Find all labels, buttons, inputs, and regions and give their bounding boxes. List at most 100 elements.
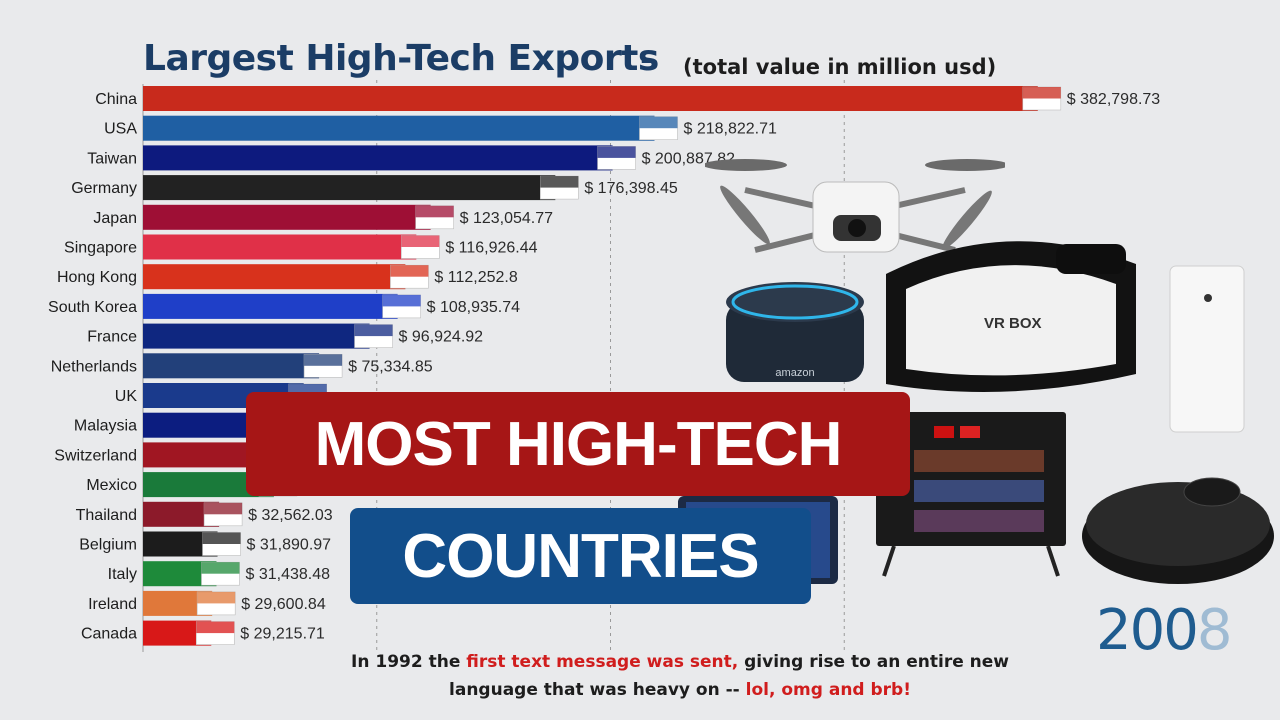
- value-label: $ 31,438.48: [245, 566, 330, 583]
- country-label: Malaysia: [74, 418, 137, 435]
- bar: [143, 86, 1038, 111]
- value-label: $ 112,252.8: [434, 269, 517, 286]
- vr-brand: VR BOX: [984, 315, 1042, 332]
- country-label: Hong Kong: [57, 269, 137, 286]
- bar: [143, 145, 613, 171]
- flag-icon: [390, 264, 429, 289]
- bar: [143, 175, 556, 201]
- country-label: Japan: [93, 210, 137, 227]
- country-label: Italy: [108, 566, 137, 583]
- country-label: Taiwan: [87, 150, 137, 167]
- flag-band: [201, 562, 240, 574]
- smart-tv-image: [876, 412, 1066, 577]
- country-label: Switzerland: [54, 447, 137, 464]
- speaker-brand: amazon: [775, 367, 814, 379]
- bar: [143, 115, 655, 141]
- flag-icon: [639, 116, 678, 140]
- flag-icon: [303, 353, 343, 378]
- bar: [143, 353, 320, 379]
- bar: [143, 323, 370, 349]
- flag-icon: [203, 502, 243, 527]
- flag-icon: [354, 324, 393, 348]
- value-label: $ 382,798.73: [1067, 91, 1161, 108]
- value-label: $ 176,398.45: [584, 180, 678, 197]
- value-label: $ 123,054.77: [460, 210, 554, 227]
- air-purifier-image: [1169, 265, 1245, 433]
- country-label: Ireland: [88, 596, 137, 613]
- value-label: $ 75,334.85: [348, 358, 433, 375]
- flag-band: [639, 116, 678, 129]
- flag-icon: [401, 235, 440, 259]
- flag-band: [597, 146, 636, 158]
- headline-banner-bottom: COUNTRIES: [350, 508, 811, 604]
- flag-band: [202, 532, 241, 544]
- country-label: Canada: [81, 626, 137, 643]
- fact-highlight-2: lol, omg and brb!: [745, 680, 911, 700]
- country-label: Mexico: [86, 477, 137, 494]
- fact-text-1: In 1992 the: [351, 652, 467, 672]
- bar: [143, 264, 406, 290]
- country-label: UK: [115, 388, 138, 405]
- flag-icon: [201, 561, 240, 586]
- flag-band: [196, 621, 235, 634]
- country-label: China: [95, 91, 137, 108]
- year-digits: 200: [1096, 598, 1199, 663]
- value-label: $ 31,890.97: [247, 537, 332, 554]
- country-label: South Korea: [48, 299, 137, 316]
- flag-band: [390, 265, 429, 277]
- fact-text-2: giving rise to an entire new language th…: [449, 652, 1009, 700]
- flag-icon: [540, 175, 579, 200]
- country-label: Germany: [71, 180, 137, 197]
- year-digit-fading: 8: [1196, 598, 1233, 663]
- value-label: $ 29,600.84: [241, 596, 326, 613]
- value-label: $ 108,935.74: [427, 299, 521, 316]
- headline-line1: MOST HIGH-TECH: [314, 409, 843, 479]
- headline-banner-top: MOST HIGH-TECH: [246, 392, 910, 496]
- flag-icon: [1022, 86, 1062, 111]
- country-label: France: [87, 329, 137, 346]
- value-label: $ 96,924.92: [399, 329, 484, 346]
- fact-highlight-1: first text message was sent,: [466, 652, 739, 672]
- flag-band: [382, 294, 421, 307]
- flag-icon: [195, 621, 235, 645]
- drone-image: [705, 159, 1005, 253]
- chart-subtitle: (total value in million usd): [683, 55, 997, 79]
- flag-band: [1022, 87, 1061, 99]
- bar: [143, 234, 417, 260]
- flag-band: [204, 502, 243, 515]
- smart-speaker-image: amazon: [726, 282, 864, 382]
- country-label: USA: [104, 121, 137, 138]
- flag-icon: [415, 205, 454, 230]
- flag-band: [354, 324, 393, 337]
- fun-fact: In 1992 the first text message was sent,…: [330, 648, 1030, 704]
- vr-headset-image: VR BOX: [886, 241, 1136, 392]
- flag-band: [304, 354, 343, 366]
- year-label: 2008: [1096, 598, 1233, 663]
- flag-band: [288, 384, 327, 396]
- country-label: Netherlands: [51, 358, 137, 375]
- value-label: $ 116,926.44: [445, 240, 537, 257]
- value-labels: $ 382,798.73$ 218,822.71$ 200,887.82$ 17…: [240, 91, 1160, 643]
- value-label: $ 218,822.71: [683, 121, 777, 138]
- chart-title: Largest High-Tech Exports: [143, 38, 659, 79]
- flag-band: [401, 235, 440, 247]
- headline-line2: COUNTRIES: [402, 521, 759, 591]
- flag-icon: [382, 294, 421, 319]
- flag-band: [415, 205, 454, 218]
- title-separator: -: [640, 40, 654, 78]
- country-label: Thailand: [76, 507, 137, 524]
- flag-icon: [597, 146, 636, 170]
- bar: [143, 204, 431, 230]
- flag-band: [197, 591, 236, 604]
- flag-icon: [196, 591, 236, 616]
- robot-vacuum-image: [1082, 477, 1274, 584]
- value-label: $ 29,215.71: [240, 626, 325, 643]
- value-label: $ 32,562.03: [248, 507, 333, 524]
- flag-icon: [202, 532, 241, 556]
- category-labels: China USA Taiwan Germany Japan Singapore Hong …: [48, 91, 137, 643]
- country-label: Belgium: [79, 537, 137, 554]
- flag-band: [540, 176, 579, 188]
- bar: [143, 293, 398, 319]
